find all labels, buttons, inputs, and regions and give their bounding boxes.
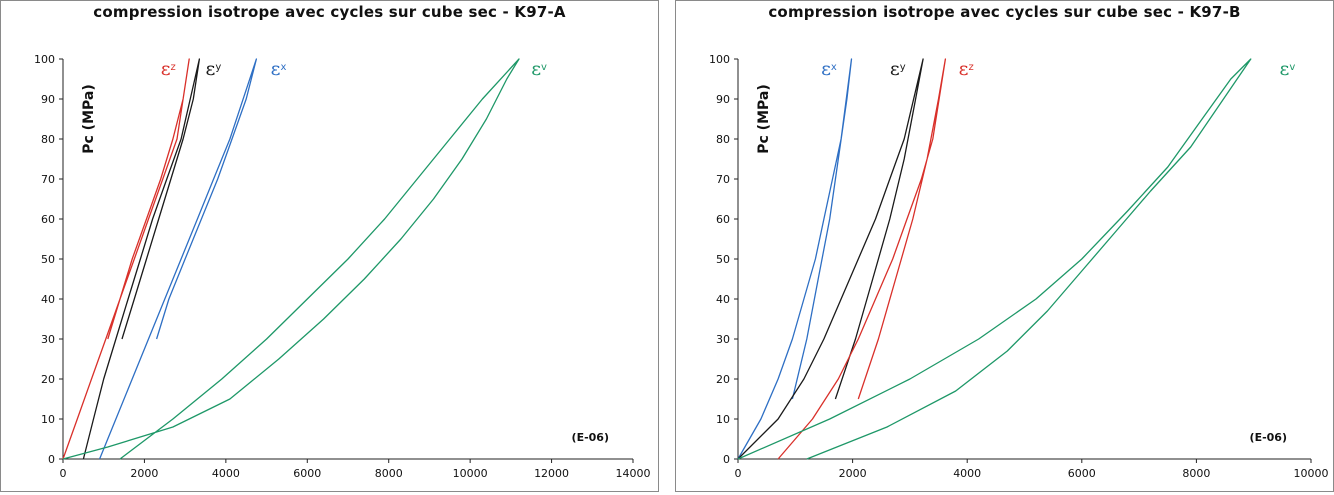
charta-x-tick-label: 2000 xyxy=(130,467,158,480)
chartb-series-y-line xyxy=(737,58,924,460)
chartb-x-tick-label: 0 xyxy=(735,467,742,480)
charta-x-unit-note: (E-06) xyxy=(572,431,609,444)
charta-y-tick-label: 60 xyxy=(41,213,55,226)
charta-y-tick-label: 40 xyxy=(41,293,55,306)
charta-y-tick-label: 100 xyxy=(34,53,55,66)
chartb-x-tick-label: 10000 xyxy=(1294,467,1329,480)
charta-series-z-label: εz xyxy=(161,58,176,80)
charta-series-y-label: εy xyxy=(206,58,222,80)
chartb-series-y-label: εy xyxy=(890,58,906,80)
charta-series-v-label: εv xyxy=(531,58,547,80)
charta-x-tick-label: 0 xyxy=(60,467,67,480)
chartb-series-z-label: εz xyxy=(959,58,974,80)
chartb-x-tick-label: 8000 xyxy=(1182,467,1210,480)
chartb-series-x-label: εx xyxy=(821,58,837,80)
charta-x-tick-label: 12000 xyxy=(534,467,569,480)
chart-panel-b: compression isotrope avec cycles sur cub… xyxy=(675,0,1334,492)
chartb-y-tick-label: 0 xyxy=(723,453,730,466)
charta-y-tick-label: 70 xyxy=(41,173,55,186)
chartb-y-tick-label: 30 xyxy=(716,333,730,346)
charta-x-tick-label: 4000 xyxy=(212,467,240,480)
charta-y-tick-label: 0 xyxy=(48,453,55,466)
chartb-y-tick-label: 10 xyxy=(716,413,730,426)
chartb-x-tick-label: 6000 xyxy=(1068,467,1096,480)
chartb-y-tick-label: 100 xyxy=(709,53,730,66)
charta-y-tick-label: 10 xyxy=(41,413,55,426)
chart-a-plot: 0 10 20 30 40 50 60 70 80 90 100 0 2000 4000 6000 8000 1… xyxy=(34,53,651,480)
chartb-y-tick-label: 90 xyxy=(716,93,730,106)
chartb-series-v-label: εv xyxy=(1279,58,1295,80)
charta-x-tick-label: 14000 xyxy=(616,467,651,480)
chartb-series-z-line xyxy=(777,58,947,460)
chartb-y-axis-label: Pc (MPa) xyxy=(756,84,772,154)
chart-title-b: compression isotrope avec cycles sur cub… xyxy=(768,3,1241,21)
chartb-x-tick-label: 4000 xyxy=(953,467,981,480)
chartb-y-tick-label: 80 xyxy=(716,133,730,146)
chartb-x-tick-label: 2000 xyxy=(839,467,867,480)
chartb-series-v-line xyxy=(737,58,1252,460)
chartb-y-tick-label: 40 xyxy=(716,293,730,306)
charta-y-tick-label: 50 xyxy=(41,253,55,266)
charta-series-x-label: εx xyxy=(271,58,287,80)
chartb-series-x-line xyxy=(737,58,853,460)
charta-y-axis-label: Pc (MPa) xyxy=(81,84,97,154)
chartb-y-tick-label: 20 xyxy=(716,373,730,386)
chart-title-a: compression isotrope avec cycles sur cub… xyxy=(93,3,566,21)
charta-series-v-line xyxy=(62,58,520,460)
charta-series-x-line xyxy=(98,58,258,460)
charta-y-tick-label: 90 xyxy=(41,93,55,106)
chartb-y-tick-label: 50 xyxy=(716,253,730,266)
charta-y-tick-label: 80 xyxy=(41,133,55,146)
charta-series-y-line xyxy=(82,58,201,460)
charta-y-tick-label: 20 xyxy=(41,373,55,386)
chart-panel-a: compression isotrope avec cycles sur cub… xyxy=(0,0,659,492)
chart-b-plot: 0 10 20 30 40 50 60 70 80 90 100 0 2000 4000 6000 8000 1… xyxy=(709,53,1329,480)
charta-series-z-line xyxy=(62,58,190,460)
charta-x-tick-label: 10000 xyxy=(453,467,488,480)
chartb-y-tick-label: 60 xyxy=(716,213,730,226)
charta-x-tick-label: 8000 xyxy=(375,467,403,480)
chartb-y-tick-label: 70 xyxy=(716,173,730,186)
charta-y-tick-label: 30 xyxy=(41,333,55,346)
chartb-x-unit-note: (E-06) xyxy=(1250,431,1287,444)
charta-x-tick-label: 6000 xyxy=(293,467,321,480)
